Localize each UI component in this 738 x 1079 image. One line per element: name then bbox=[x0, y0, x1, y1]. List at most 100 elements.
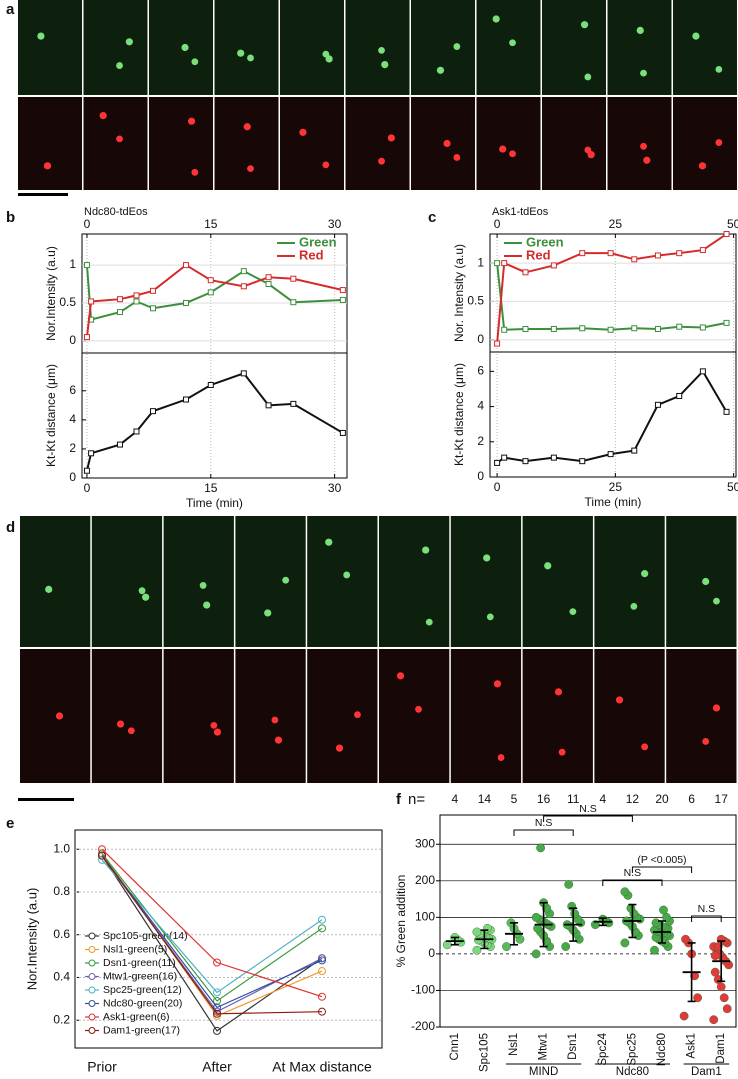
x-tick-label: Spc24 bbox=[597, 1032, 609, 1065]
spot bbox=[558, 748, 566, 756]
data-point bbox=[472, 927, 482, 937]
data-point bbox=[531, 949, 541, 959]
spot bbox=[636, 26, 644, 34]
data-point bbox=[213, 1026, 221, 1035]
y-tick-label: 4 bbox=[69, 412, 76, 426]
data-line bbox=[101, 853, 323, 1002]
data-point bbox=[240, 370, 247, 377]
data-point bbox=[213, 988, 221, 997]
y-tick-label: 0 bbox=[69, 470, 76, 484]
scale-bar bbox=[18, 193, 68, 196]
micrograph-frame bbox=[83, 97, 148, 190]
significance-bracket bbox=[602, 879, 663, 886]
legend-marker bbox=[88, 1000, 96, 1007]
n-value: 17 bbox=[715, 792, 729, 806]
data-point bbox=[676, 250, 683, 257]
x-tick-label: Spc105 bbox=[478, 1033, 490, 1072]
data-point bbox=[290, 275, 297, 282]
spot bbox=[396, 672, 405, 680]
data-point bbox=[494, 340, 501, 347]
n-value: 16 bbox=[537, 792, 551, 806]
n-value: 20 bbox=[655, 792, 669, 806]
legend-label: Mtw1-green(16) bbox=[103, 970, 177, 982]
data-point bbox=[133, 428, 140, 435]
n-value: 14 bbox=[478, 792, 492, 806]
spot bbox=[544, 562, 552, 570]
spot bbox=[282, 576, 290, 584]
spot bbox=[641, 570, 649, 578]
x-tick-label: Ndc80 bbox=[656, 1033, 668, 1066]
data-point bbox=[651, 918, 661, 928]
data-point bbox=[318, 992, 326, 1001]
legend-label: Red bbox=[526, 247, 551, 262]
significance-bracket bbox=[631, 866, 693, 873]
micrograph-frame bbox=[345, 0, 410, 95]
y-tick-label: 0 bbox=[69, 333, 76, 347]
micrograph-frame bbox=[20, 649, 91, 783]
spot bbox=[486, 613, 494, 621]
plot-frame bbox=[81, 352, 348, 479]
y-tick-label: 1 bbox=[69, 257, 76, 271]
spot bbox=[702, 577, 710, 586]
data-point bbox=[531, 912, 541, 922]
data-point bbox=[723, 408, 730, 415]
data-point bbox=[501, 454, 508, 461]
spot bbox=[116, 135, 123, 143]
data-point bbox=[710, 951, 720, 961]
data-point bbox=[116, 441, 123, 448]
spot bbox=[715, 65, 723, 73]
data-point bbox=[98, 845, 106, 854]
data-point bbox=[722, 1004, 732, 1014]
legend-label: Green bbox=[526, 234, 564, 249]
spot bbox=[125, 38, 133, 46]
spot bbox=[271, 716, 279, 724]
spot bbox=[692, 32, 700, 40]
data-point bbox=[494, 459, 501, 466]
y-tick-label: 2 bbox=[477, 434, 484, 448]
data-point bbox=[550, 326, 557, 333]
x-tick-label: 25 bbox=[609, 217, 623, 231]
group-label: Ndc80 bbox=[616, 1066, 649, 1078]
y-tick-label: -100 bbox=[411, 983, 435, 997]
panel-label: f bbox=[396, 791, 402, 808]
spot bbox=[584, 146, 592, 154]
scale-bar bbox=[18, 798, 74, 801]
spot bbox=[453, 154, 461, 161]
micrograph-frame bbox=[522, 649, 593, 783]
n-value: 6 bbox=[688, 792, 695, 806]
spot bbox=[483, 554, 491, 562]
data-point bbox=[561, 942, 571, 951]
micrograph-frame bbox=[235, 649, 306, 783]
legend-marker bbox=[88, 959, 96, 967]
micrograph-frame bbox=[91, 649, 163, 783]
micrograph-frame bbox=[379, 516, 450, 647]
data-point bbox=[265, 274, 272, 281]
spot bbox=[443, 139, 451, 148]
micrograph-frame bbox=[307, 649, 378, 783]
panel-label: d bbox=[6, 519, 15, 536]
chart-title: Ndc80-tdEos bbox=[84, 206, 148, 218]
data-point bbox=[699, 247, 706, 254]
x-tick-label: Cnn1 bbox=[449, 1033, 461, 1061]
data-point bbox=[183, 262, 190, 269]
data-line bbox=[101, 848, 323, 998]
data-point bbox=[98, 851, 106, 860]
x-tick-label: 25 bbox=[609, 480, 623, 494]
spot bbox=[702, 738, 710, 745]
spot bbox=[492, 15, 500, 23]
data-point bbox=[213, 1007, 221, 1016]
data-point bbox=[472, 945, 482, 955]
spot bbox=[387, 134, 395, 142]
spot bbox=[640, 142, 647, 150]
data-point bbox=[502, 942, 511, 951]
data-line bbox=[101, 859, 323, 994]
data-point bbox=[207, 381, 214, 388]
y-tick-label: 6 bbox=[477, 364, 484, 378]
micrograph-frame bbox=[607, 0, 672, 95]
spot bbox=[436, 66, 445, 74]
micrograph-frame bbox=[673, 0, 737, 95]
data-point bbox=[183, 396, 190, 403]
data-point bbox=[579, 250, 586, 257]
data-point bbox=[650, 945, 659, 955]
spot bbox=[509, 150, 516, 158]
